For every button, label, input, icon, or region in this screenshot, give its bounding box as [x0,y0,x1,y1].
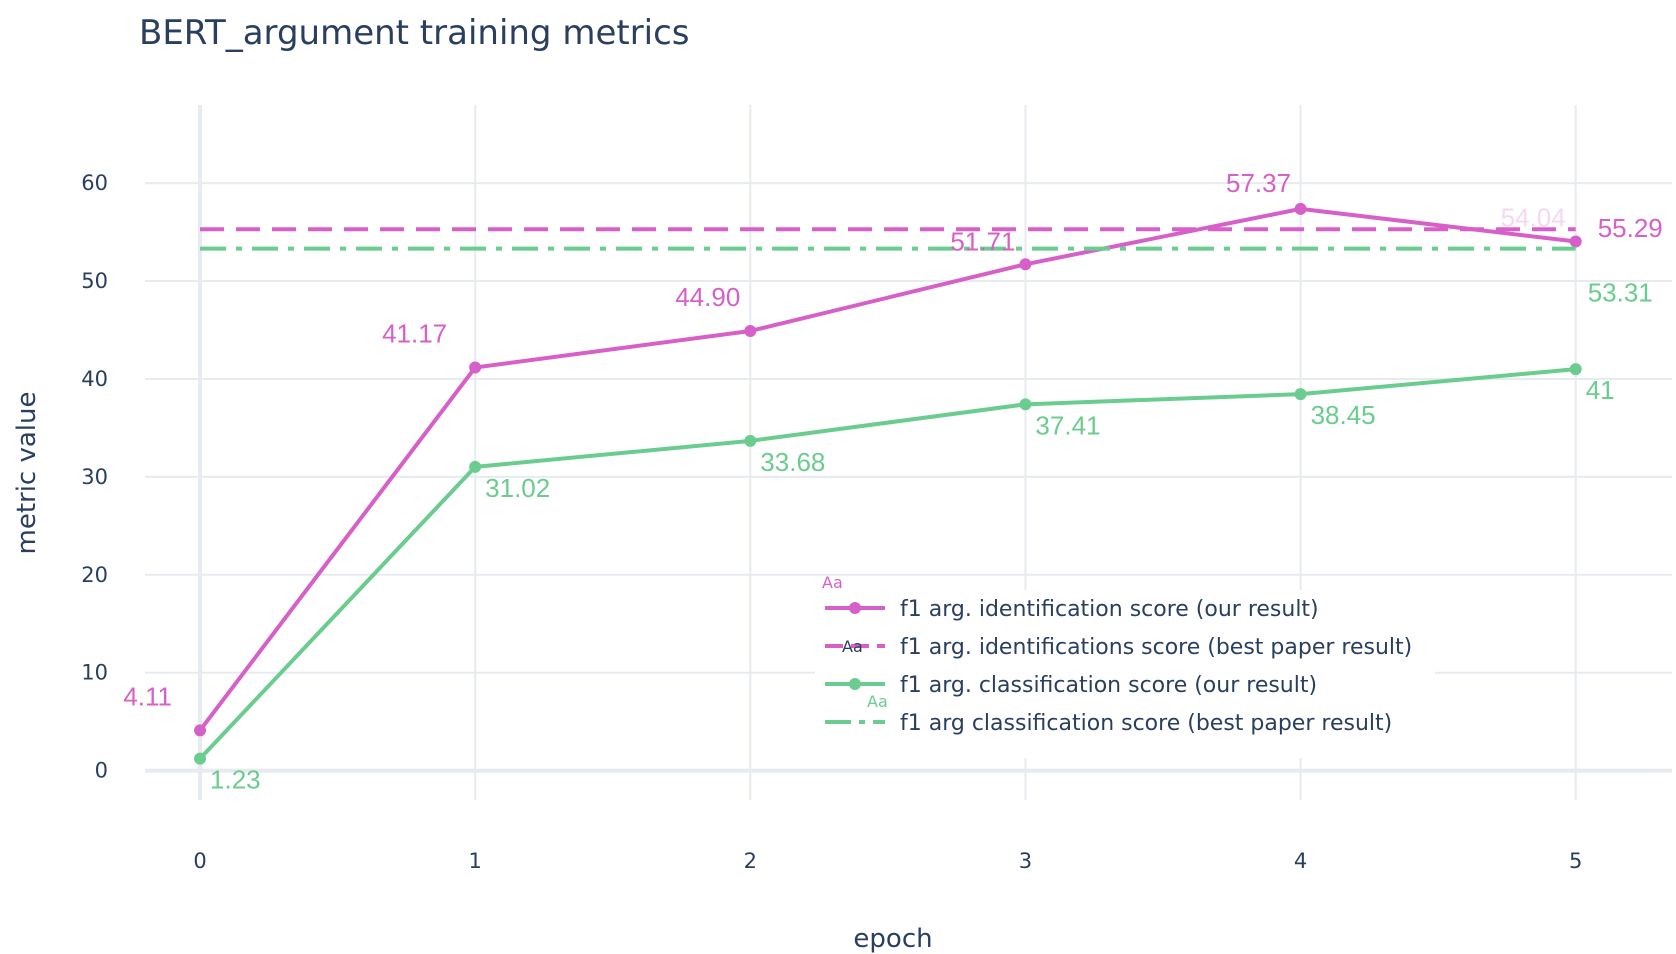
legend-label-2: f1 arg. identifications score (best pape… [900,635,1412,660]
y-tick-label: 40 [81,367,108,391]
series-layer [194,202,1582,765]
y-tick-label: 20 [81,563,108,587]
series-line-3 [198,367,1576,760]
chart-title: BERT_argument training metrics [139,13,690,53]
data-label-classification: 1.23 [210,765,261,795]
data-label-identification: 44.90 [675,282,740,312]
series-1-marker [194,724,207,737]
data-label-identification-best: 55.29 [1598,213,1663,243]
series-1-marker [1569,235,1582,248]
legend-text-marker: Aa [842,637,863,656]
x-tick-label: 5 [1569,849,1582,873]
y-tick-label: 10 [81,661,108,685]
x-tick-label: 2 [744,849,757,873]
data-label-classification: 38.45 [1311,400,1376,430]
legend-background [815,590,1435,758]
y-tick-label: 60 [81,171,108,195]
data-label-identification: 57.37 [1226,168,1291,198]
data-labels: 4.11 41.17 44.90 51.71 57.37 54.04 1.23 31.02 33… [123,168,1662,795]
series-1-marker [469,361,482,374]
data-label-identification: 41.17 [382,319,447,349]
series-1-marker [744,324,757,337]
legend-label-4: f1 arg classification score (best paper … [900,711,1392,736]
data-label-classification: 41 [1586,375,1615,405]
legend-marker-1 [849,602,861,614]
x-tick-label: 0 [193,849,206,873]
data-label-classification: 37.41 [1035,410,1100,440]
legend: f1 arg. identification score (our result… [815,573,1435,758]
legend-marker-3 [849,678,861,690]
data-label-identification: 4.11 [123,681,172,711]
x-axis-title: epoch [853,924,932,954]
data-label-classification: 31.02 [485,473,550,503]
legend-label-3: f1 arg. classification score (our result… [900,673,1317,698]
series-1-marker [1019,258,1032,271]
legend-label-1: f1 arg. identification score (our result… [900,597,1319,622]
legend-text-marker: Aa [867,692,888,711]
data-label-classification: 33.68 [760,447,825,477]
series-line-1 [198,206,1576,732]
grid [145,105,1672,800]
x-tick-label: 3 [1019,849,1032,873]
legend-text-marker: Aa [822,573,843,592]
data-label-classification-best: 53.31 [1588,278,1653,308]
series-3-marker [1294,388,1307,401]
y-tick-label: 30 [81,465,108,489]
y-tick-label: 50 [81,269,108,293]
data-label-identification: 51.71 [950,226,1015,256]
series-3-marker [1019,398,1032,411]
x-tick-label: 1 [468,849,481,873]
y-tick-label: 0 [95,759,108,783]
series-3-marker [469,460,482,473]
data-label-identification: 54.04 [1501,202,1566,232]
series-3-marker [744,434,757,447]
series-3-marker [194,752,207,765]
y-axis-title: metric value [12,391,42,554]
x-tick-label: 4 [1294,849,1307,873]
series-1-marker [1294,202,1307,215]
series-3-marker [1569,363,1582,376]
